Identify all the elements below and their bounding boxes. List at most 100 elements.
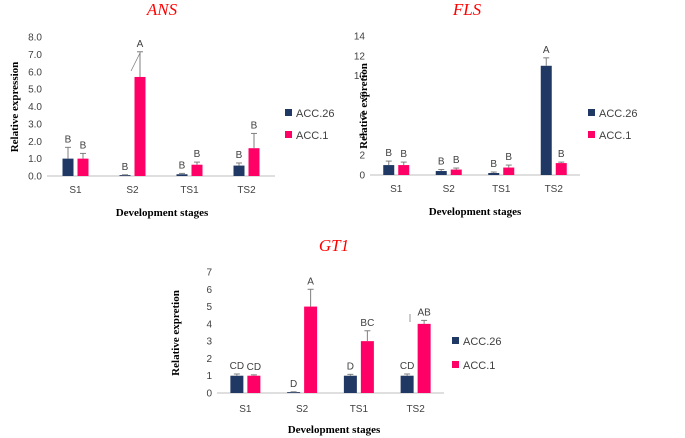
bar-acc26 [488,173,500,175]
y-tick-label: 2 [359,151,365,162]
significance-letter: B [80,140,87,151]
significance-letter: B [438,157,445,168]
y-tick-label: 2.0 [28,137,42,148]
significance-letter: B [122,162,129,173]
significance-letter: A [137,39,144,50]
significance-letter: CD [230,361,244,372]
chart-ans: ANS 0.0 1.0 2.0 3.0 4.0 5.0 6.0 7.0 8.0 Relative e… [9,0,335,219]
legend-swatch [588,109,595,116]
significance-letter: B [65,134,72,145]
legend-label: ACC.26 [599,108,638,120]
category-label: TS1 [350,404,369,415]
bar-acc1 [555,163,567,175]
y-axis-title: Relative expretion [170,290,182,376]
significance-letter: B [558,149,565,160]
bar-acc1 [360,341,374,393]
legend-swatch [285,131,292,138]
y-tick-label: 4 [359,131,365,142]
y-tick-label: 4.0 [28,102,42,113]
x-axis-title: Development stages [288,424,381,436]
y-tick-label: 12 [354,51,366,62]
bar-acc1 [503,167,515,175]
y-tick-label: 3.0 [28,119,42,130]
bar-acc26 [343,375,357,393]
legend-label: ACC.1 [296,130,328,142]
y-tick-label: 7.0 [28,50,42,61]
significance-letter: B [194,149,201,160]
bar-acc26 [383,165,395,175]
y-tick-label: 1 [206,371,212,382]
bar-acc26 [400,375,414,393]
y-tick-label: 3 [206,337,212,348]
bar-acc1 [134,76,146,176]
legend-swatch [285,109,292,116]
bar-acc1 [247,375,261,393]
bar-acc1 [248,148,260,176]
legend-label: ACC.1 [599,130,631,142]
bar-acc1 [77,158,89,176]
y-tick-label: 6 [206,285,212,296]
legend-swatch [452,361,459,368]
y-tick-label: 0.0 [28,172,42,183]
significance-letter: A [307,276,314,287]
y-tick-label: 6 [359,111,365,122]
bar-acc26 [62,158,74,176]
y-tick-label: 5.0 [28,85,42,96]
legend-swatch [588,131,595,138]
category-label: S1 [69,185,82,196]
y-tick-label: 8 [359,91,365,102]
bar-acc26 [176,174,188,176]
significance-letter: D [347,361,354,372]
y-tick-label: 4 [206,319,212,330]
significance-letter: B [251,120,258,131]
y-tick-label: 1.0 [28,154,42,165]
bar-acc26 [230,375,244,393]
category-label: TS2 [406,404,425,415]
category-label: TS1 [492,184,511,195]
chart-title: FLS [452,0,482,19]
category-label: S2 [126,185,139,196]
significance-letter: B [490,159,497,170]
legend-label: ACC.26 [463,336,502,348]
category-label: S2 [296,404,309,415]
bar-acc26 [287,392,301,393]
bar-acc1 [398,165,410,175]
annotation-arrow [130,52,141,72]
y-tick-label: 0 [206,389,212,400]
significance-letter: CD [400,361,414,372]
x-axis-title: Development stages [429,206,522,218]
category-label: TS1 [180,185,199,196]
bar-acc26 [233,165,245,176]
significance-letter: B [236,150,243,161]
y-tick-label: 8.0 [28,33,42,44]
significance-letter: CD [247,362,261,373]
significance-letter: AB [417,307,431,318]
bar-acc1 [304,306,318,393]
category-label: S2 [443,184,456,195]
significance-letter: B [400,149,407,160]
significance-letter: B [385,148,392,159]
bar-acc26 [119,175,131,176]
y-tick-label: 2 [206,354,212,365]
y-tick-label: 5 [206,302,212,313]
category-label: TS2 [545,184,564,195]
bar-acc26 [540,65,552,175]
chart-gt1: GT1 0 1 2 3 4 5 6 7 Relative expretion Development… [170,236,502,436]
bar-acc1 [450,169,462,175]
y-tick-label: 0 [359,171,365,182]
significance-letter: B [179,160,186,171]
category-label: S1 [239,404,252,415]
bar-acc1 [191,164,203,176]
y-tick-label: 14 [354,32,366,43]
legend-label: ACC.26 [296,108,335,120]
y-tick-label: 7 [206,268,212,279]
legend-swatch [452,337,459,344]
y-tick-label: 6.0 [28,67,42,78]
bar-acc1 [417,323,431,393]
legend-label: ACC.1 [463,360,495,372]
x-axis-title: Development stages [116,207,209,219]
chart-title: ANS [146,0,178,19]
y-axis-title: Relative expression [9,62,21,153]
significance-letter: D [290,379,297,390]
